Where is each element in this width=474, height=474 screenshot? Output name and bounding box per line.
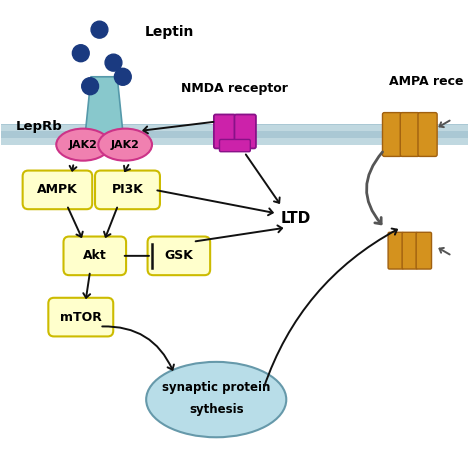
Text: AMPK: AMPK bbox=[37, 183, 78, 196]
Text: Akt: Akt bbox=[83, 249, 107, 262]
Ellipse shape bbox=[98, 128, 152, 161]
Text: Leptin: Leptin bbox=[145, 25, 194, 39]
FancyBboxPatch shape bbox=[23, 171, 92, 209]
Text: synaptic protein: synaptic protein bbox=[162, 381, 270, 394]
Text: LepRb: LepRb bbox=[15, 120, 62, 133]
Text: PI3K: PI3K bbox=[111, 183, 144, 196]
FancyBboxPatch shape bbox=[48, 298, 113, 337]
Polygon shape bbox=[84, 77, 124, 141]
FancyBboxPatch shape bbox=[416, 232, 431, 269]
FancyBboxPatch shape bbox=[95, 171, 160, 209]
Text: GSK: GSK bbox=[164, 249, 193, 262]
Text: mTOR: mTOR bbox=[60, 310, 102, 324]
Bar bbox=[1, 138, 468, 145]
FancyBboxPatch shape bbox=[214, 115, 236, 148]
FancyBboxPatch shape bbox=[418, 113, 437, 156]
Bar bbox=[1, 125, 468, 131]
Circle shape bbox=[91, 21, 108, 38]
Bar bbox=[1, 124, 468, 143]
Circle shape bbox=[114, 68, 131, 85]
Ellipse shape bbox=[56, 128, 110, 161]
Text: sythesis: sythesis bbox=[189, 403, 244, 417]
FancyBboxPatch shape bbox=[64, 237, 126, 275]
FancyBboxPatch shape bbox=[400, 113, 419, 156]
Circle shape bbox=[105, 54, 122, 71]
Text: AMPA rece: AMPA rece bbox=[389, 75, 464, 88]
Circle shape bbox=[82, 78, 99, 95]
Text: JAK2: JAK2 bbox=[111, 140, 139, 150]
FancyBboxPatch shape bbox=[147, 237, 210, 275]
Text: JAK2: JAK2 bbox=[69, 140, 98, 150]
FancyBboxPatch shape bbox=[383, 113, 401, 156]
FancyBboxPatch shape bbox=[219, 139, 250, 152]
FancyBboxPatch shape bbox=[402, 232, 418, 269]
Circle shape bbox=[73, 45, 89, 62]
Ellipse shape bbox=[146, 362, 286, 438]
Text: LTD: LTD bbox=[281, 210, 311, 226]
FancyBboxPatch shape bbox=[235, 115, 256, 148]
FancyBboxPatch shape bbox=[388, 232, 403, 269]
Text: NMDA receptor: NMDA receptor bbox=[182, 82, 288, 95]
